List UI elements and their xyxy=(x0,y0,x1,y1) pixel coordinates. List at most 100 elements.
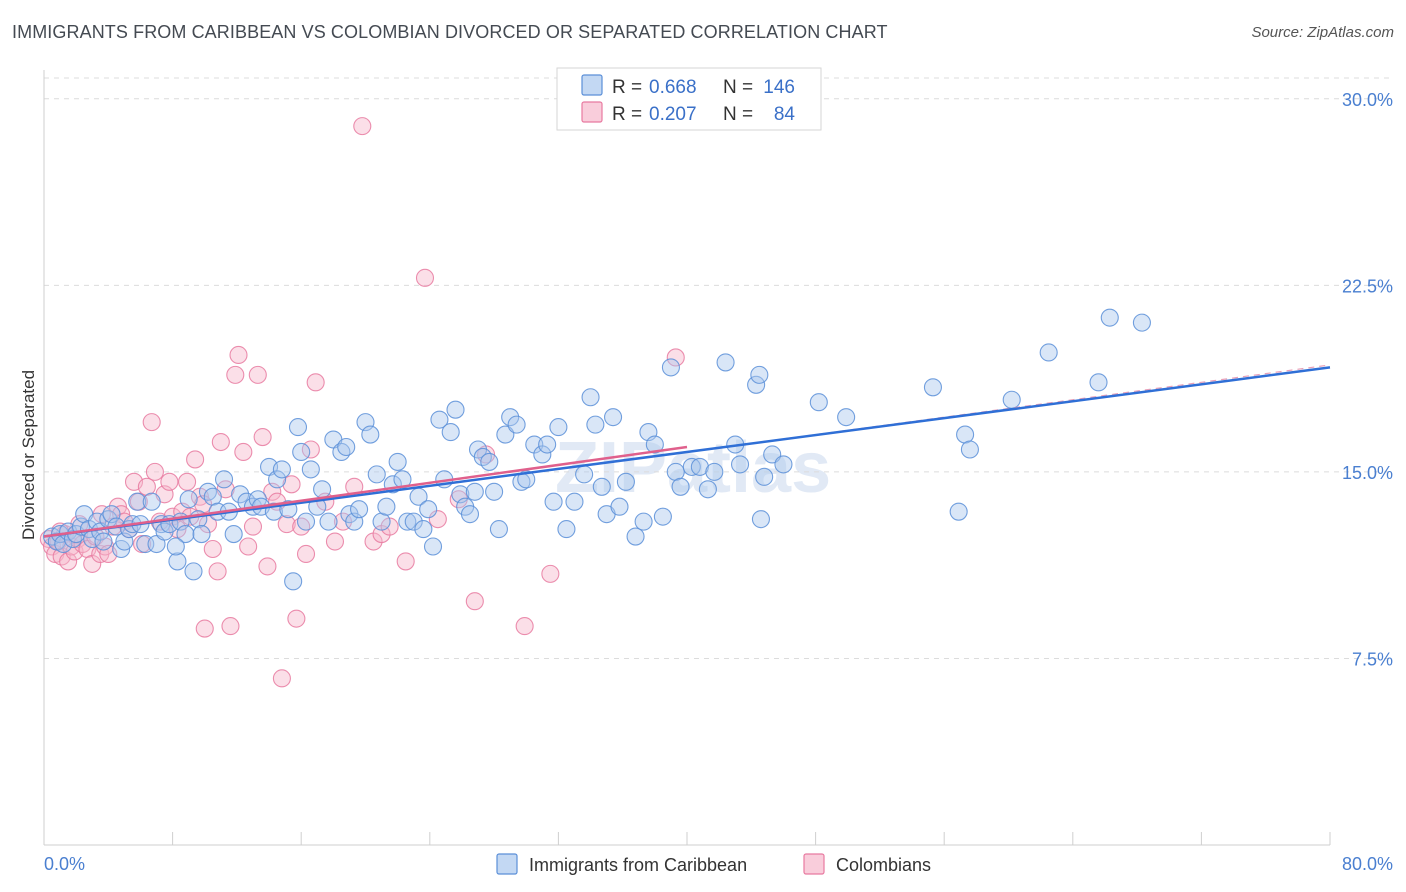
caribbean-point xyxy=(367,465,386,484)
caribbean-point xyxy=(747,375,766,394)
colombians-point xyxy=(296,544,316,564)
caribbean-point xyxy=(592,477,611,496)
caribbean-point xyxy=(1089,373,1108,392)
legend-r-value-2: 0.207 xyxy=(649,104,697,125)
colombians-point xyxy=(258,557,277,576)
y-tick-label: 30.0% xyxy=(1342,90,1393,110)
caribbean-point xyxy=(565,492,584,511)
watermark: ZIPatlas xyxy=(555,428,831,508)
caribbean-point xyxy=(231,485,250,504)
caribbean-trend-line xyxy=(43,366,1331,538)
caribbean-point xyxy=(653,507,672,526)
colombians-point xyxy=(396,552,415,571)
colombians-point xyxy=(234,442,253,462)
x-ticks xyxy=(43,832,1331,845)
caribbean-point xyxy=(604,408,623,427)
colombians-point xyxy=(287,609,306,628)
y-tick-label: 15.0% xyxy=(1342,463,1393,483)
caribbean-point xyxy=(671,477,690,496)
caribbean-point xyxy=(337,437,356,457)
caribbean-point xyxy=(142,492,161,511)
caribbean-point xyxy=(1132,313,1151,332)
bottom-legend-swatch-caribbean xyxy=(496,853,518,875)
colombians-point xyxy=(465,592,484,611)
colombians-point xyxy=(208,562,227,581)
colombians-point xyxy=(353,117,372,136)
colombians-point xyxy=(178,472,197,491)
caribbean-point xyxy=(730,455,750,474)
caribbean-point xyxy=(1100,308,1119,327)
legend-n-label-1: N = xyxy=(723,77,753,98)
bottom-legend-caribbean: Immigrants from Caribbean xyxy=(529,855,747,875)
y-tick-label: 22.5% xyxy=(1342,276,1393,296)
caribbean-point xyxy=(549,418,568,437)
caribbean-point xyxy=(441,423,460,442)
caribbean-point xyxy=(446,400,465,419)
caribbean-point xyxy=(332,442,351,462)
colombians-point xyxy=(243,517,263,536)
stats-legend: R = 0.668 N = 146 R = 0.207 N = 84 xyxy=(556,67,822,131)
legend-n-value-1: 146 xyxy=(763,77,795,98)
colombians-point xyxy=(272,669,291,688)
caribbean-point xyxy=(419,500,438,519)
caribbean-point xyxy=(198,482,218,501)
caribbean-point xyxy=(544,492,563,511)
caribbean-point xyxy=(460,505,480,524)
caribbean-point xyxy=(388,452,407,471)
colombians-point xyxy=(221,617,240,636)
caribbean-point xyxy=(616,472,635,491)
legend-r-value-1: 0.668 xyxy=(649,77,697,98)
legend-r-label-2: R = xyxy=(612,104,642,125)
caribbean-point xyxy=(489,520,508,539)
caribbean-point xyxy=(284,572,303,591)
caribbean-point xyxy=(288,418,308,437)
caribbean-point xyxy=(533,445,552,464)
legend-n-value-2: 84 xyxy=(774,104,796,125)
caribbean-point xyxy=(661,358,680,377)
x-tick-label-min: 0.0% xyxy=(44,854,85,874)
colombians-point xyxy=(211,432,230,452)
caribbean-point xyxy=(949,502,968,521)
colombians-point xyxy=(277,515,296,534)
colombians-point xyxy=(229,345,248,365)
caribbean-point xyxy=(750,365,769,384)
y-axis-label: Divorced or Separated xyxy=(19,370,38,540)
caribbean-point xyxy=(179,490,198,509)
caribbean-point xyxy=(716,353,735,372)
caribbean-point xyxy=(128,492,147,511)
caribbean-point xyxy=(634,512,653,531)
caribbean-point xyxy=(480,452,499,471)
caribbean-point xyxy=(626,527,645,546)
caribbean-point xyxy=(755,467,774,486)
caribbean-point xyxy=(690,457,709,476)
colombians-point xyxy=(292,517,311,536)
caribbean-point xyxy=(192,525,211,544)
caribbean-point xyxy=(430,410,449,429)
caribbean-point xyxy=(645,435,664,454)
caribbean-point xyxy=(94,532,113,551)
chart-title: IMMIGRANTS FROM CARIBBEAN VS COLOMBIAN D… xyxy=(12,22,888,42)
caribbean-point xyxy=(837,408,856,427)
legend-swatch-blue xyxy=(581,74,603,96)
caribbean-point xyxy=(398,512,417,531)
legend-r-label-1: R = xyxy=(612,77,642,98)
colombians-point xyxy=(226,365,245,384)
legend-swatch-pink xyxy=(581,101,603,123)
colombians-point xyxy=(325,532,345,551)
caribbean-point xyxy=(809,393,828,412)
caribbean-point xyxy=(272,460,291,479)
caribbean-point xyxy=(485,482,504,501)
legend-n-label-2: N = xyxy=(723,104,753,125)
caribbean-point xyxy=(168,552,187,571)
series-legend: Immigrants from Caribbean Colombians xyxy=(496,853,931,875)
colombians-point xyxy=(253,427,272,447)
caribbean-point xyxy=(581,388,600,407)
caribbean-point xyxy=(705,462,724,481)
caribbean-point xyxy=(751,510,770,529)
colombians-point xyxy=(541,564,560,583)
colombians-point xyxy=(203,539,222,559)
caribbean-point xyxy=(166,537,185,556)
caribbean-point xyxy=(1039,343,1058,362)
colombians-trend-line xyxy=(43,445,688,538)
caribbean-point xyxy=(557,520,576,539)
